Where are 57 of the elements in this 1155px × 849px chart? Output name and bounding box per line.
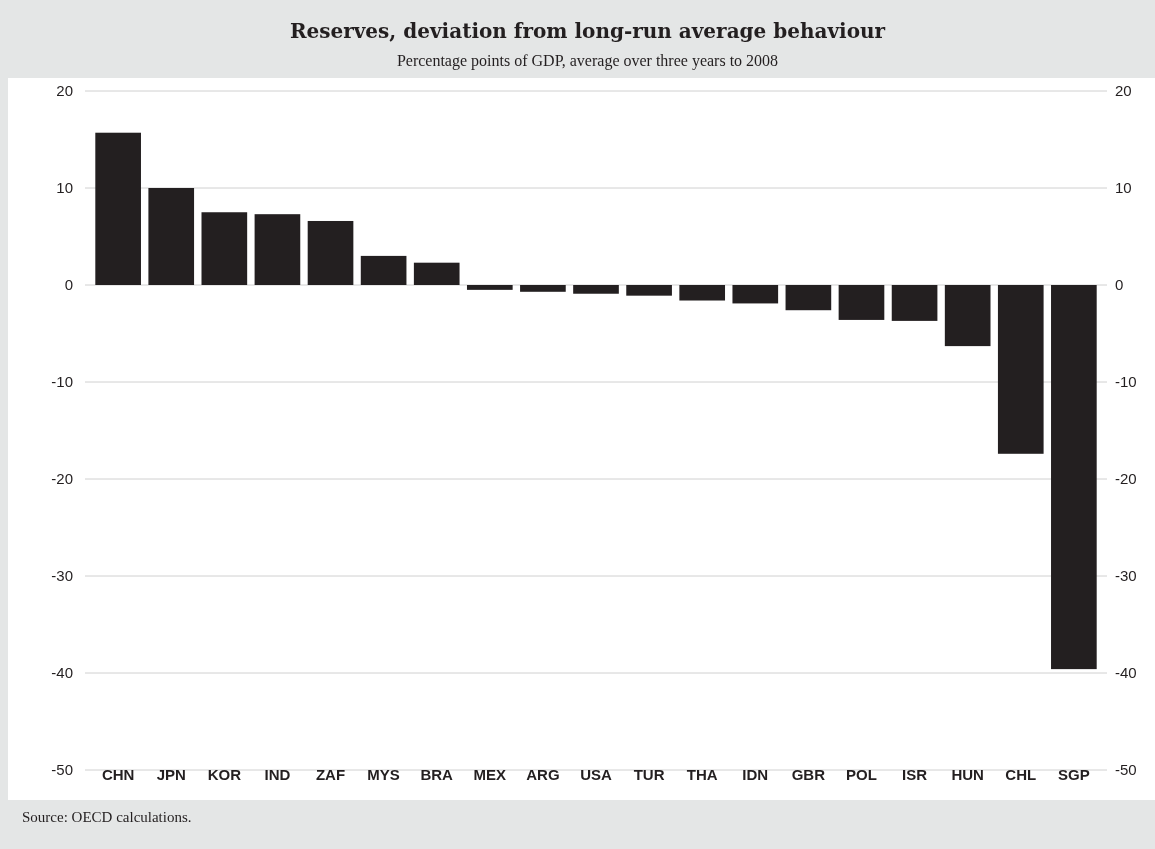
y2-tick-label: -30 <box>1115 567 1137 585</box>
y2-tick-label: -50 <box>1115 761 1137 779</box>
bar <box>1051 285 1097 670</box>
y2-tick-label: 10 <box>1115 179 1132 197</box>
x-tick-label: ZAF <box>315 766 346 783</box>
x-tick-label: USA <box>580 766 612 783</box>
bar <box>573 285 619 294</box>
bar <box>254 214 301 285</box>
bar <box>413 262 460 285</box>
bar <box>785 285 832 311</box>
bar <box>95 132 141 285</box>
y-tick-label: -10 <box>51 373 73 391</box>
chart-subtitle: Percentage points of GDP, average over three years to 2008 <box>396 52 779 70</box>
y2-tick-label: -20 <box>1115 470 1137 488</box>
bar <box>626 285 672 296</box>
source-note: Source: OECD calculations. <box>22 809 192 825</box>
x-tick-label: POL <box>846 766 877 783</box>
x-tick-label: CHL <box>1005 766 1037 783</box>
x-tick-label: IDN <box>742 766 769 783</box>
y2-tick-label: 20 <box>1115 82 1132 100</box>
y-tick-label: 10 <box>56 179 73 197</box>
y-tick-label: -40 <box>51 664 73 682</box>
x-tick-label: TUR <box>633 766 665 783</box>
bar <box>997 285 1044 454</box>
y-tick-label: 0 <box>64 276 73 294</box>
x-tick-label: MEX <box>473 766 507 783</box>
y2-tick-label: -10 <box>1115 373 1137 391</box>
bar <box>201 212 248 285</box>
y2-tick-label: 0 <box>1115 276 1124 294</box>
x-tick-label: HUN <box>951 766 984 783</box>
x-tick-label: GBR <box>791 766 826 783</box>
bar <box>307 220 354 285</box>
x-tick-label: ARG <box>526 766 560 783</box>
y-tick-label: -20 <box>51 470 73 488</box>
x-tick-label: BRA <box>420 766 454 783</box>
x-tick-label: IND <box>264 766 291 783</box>
bar <box>466 285 513 290</box>
y-tick-label: -50 <box>51 761 73 779</box>
chart-title: Reserves, deviation from long-run average behaviour <box>289 19 886 43</box>
x-tick-label: CHN <box>101 766 135 783</box>
y2-tick-label: -40 <box>1115 664 1137 682</box>
x-tick-label: ISR <box>902 766 928 783</box>
x-tick-label: MYS <box>367 766 400 783</box>
bar <box>732 285 779 304</box>
bar <box>148 188 195 285</box>
x-tick-label: SGP <box>1058 766 1090 783</box>
x-tick-label: THA <box>686 766 718 783</box>
y-tick-label: -30 <box>51 567 73 585</box>
bar <box>944 285 991 347</box>
bar <box>891 285 938 321</box>
bar <box>360 255 407 285</box>
bar <box>520 285 566 292</box>
bar <box>838 285 885 320</box>
bar <box>679 285 726 301</box>
y-tick-label: 20 <box>56 82 73 100</box>
x-tick-label: JPN <box>156 766 186 783</box>
x-tick-label: KOR <box>207 766 242 783</box>
